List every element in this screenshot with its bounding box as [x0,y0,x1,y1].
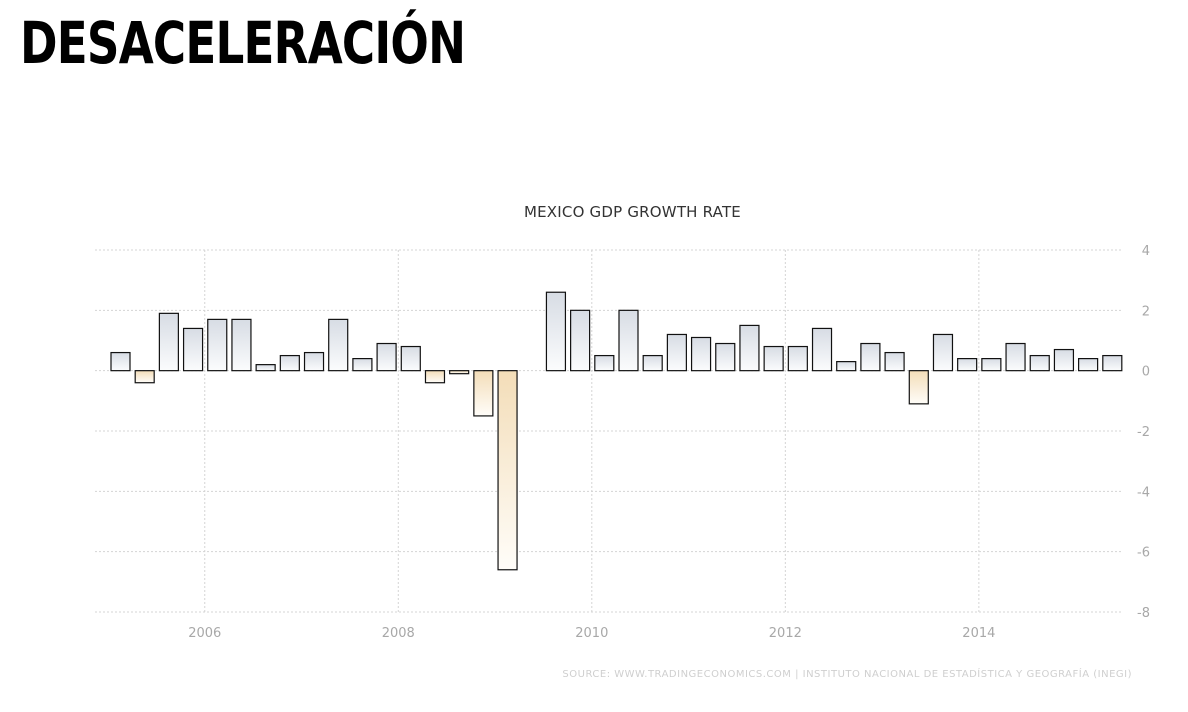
bar [279,354,300,372]
bar [158,312,179,372]
bar [957,358,978,372]
x-tick-label: 2006 [188,626,221,641]
bar [1029,354,1050,372]
bar [1053,348,1075,372]
bar [836,361,857,372]
x-tick-label: 2008 [382,626,415,641]
chart-title: MEXICO GDP GROWTH RATE [523,203,741,221]
bar [497,370,518,571]
bar [207,318,228,372]
x-tick-labels: 2006 2008 2010 2012 2014 [188,626,995,641]
bar [594,354,615,372]
bar [424,370,446,384]
bar [884,351,905,372]
bar [715,342,736,372]
headline: DESACELERACIÓN [20,9,466,77]
x-tick-label: 2010 [575,626,608,641]
bar [1102,354,1123,372]
bar [231,318,252,372]
bar [932,333,954,372]
bar [400,345,421,372]
x-tick-label: 2014 [962,626,995,641]
bar [981,358,1002,372]
bar [1005,342,1026,372]
bar [763,345,784,372]
bar [1078,358,1099,372]
bar [110,351,131,372]
bar [811,327,833,372]
bar [666,333,687,372]
bar [860,342,881,372]
bar [908,370,929,405]
y-tick-label: -2 [1137,425,1150,440]
bar [328,318,349,372]
y-tick-label: -4 [1137,485,1150,500]
bars [110,291,1123,571]
bar [642,354,663,372]
y-tick-label: -8 [1137,606,1150,621]
bar [473,370,494,417]
bar [690,336,712,372]
bar [255,364,276,372]
source-note: SOURCE: WWW.TRADINGECONOMICS.COM | INSTI… [562,669,1132,680]
bar [303,351,325,372]
y-tick-label: 4 [1142,244,1150,259]
y-tick-label: -6 [1137,546,1150,561]
bar [787,345,808,372]
bar [376,342,397,372]
grid-lines [95,249,1122,613]
bar [545,291,567,372]
y-tick-label: 0 [1142,365,1150,380]
bar [570,309,591,372]
bar [352,358,373,372]
y-tick-label: 2 [1142,304,1150,319]
y-tick-labels: 4 2 0 -2 -4 -6 -8 [1137,244,1150,621]
bar [618,309,639,372]
x-tick-label: 2012 [769,626,802,641]
bar [449,370,470,375]
bar [134,370,155,384]
bar [739,324,760,372]
bar [182,327,204,372]
